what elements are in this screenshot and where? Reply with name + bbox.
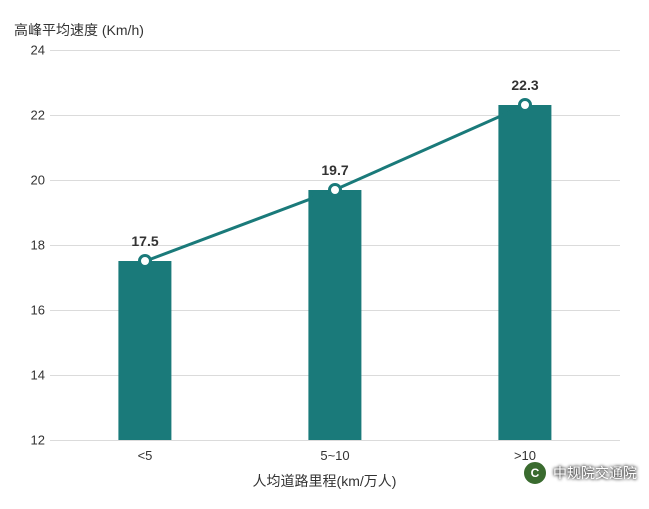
watermark: C 中规院交通院	[523, 461, 637, 485]
line-marker	[138, 254, 152, 268]
x-tick-label: 5~10	[320, 448, 349, 463]
y-tick-label: 16	[15, 303, 45, 318]
watermark-text: 中规院交通院	[553, 463, 637, 483]
y-tick-label: 20	[15, 173, 45, 188]
x-tick-label: <5	[138, 448, 153, 463]
y-tick-label: 18	[15, 238, 45, 253]
y-tick-label: 14	[15, 368, 45, 383]
y-tick-label: 22	[15, 108, 45, 123]
wechat-logo-icon: C	[523, 461, 547, 485]
y-tick-label: 24	[15, 43, 45, 58]
line-marker	[328, 183, 342, 197]
value-label: 22.3	[511, 77, 538, 93]
value-label: 19.7	[321, 162, 348, 178]
y-axis-title: 高峰平均速度 (Km/h)	[14, 20, 144, 40]
line-marker	[518, 98, 532, 112]
y-tick-label: 12	[15, 433, 45, 448]
plot-area: 12141618202224<55~10>1017.519.722.3	[50, 50, 620, 440]
chart-container: 高峰平均速度 (Km/h) 12141618202224<55~10>1017.…	[0, 0, 649, 509]
value-label: 17.5	[131, 233, 158, 249]
gridline	[50, 440, 620, 441]
